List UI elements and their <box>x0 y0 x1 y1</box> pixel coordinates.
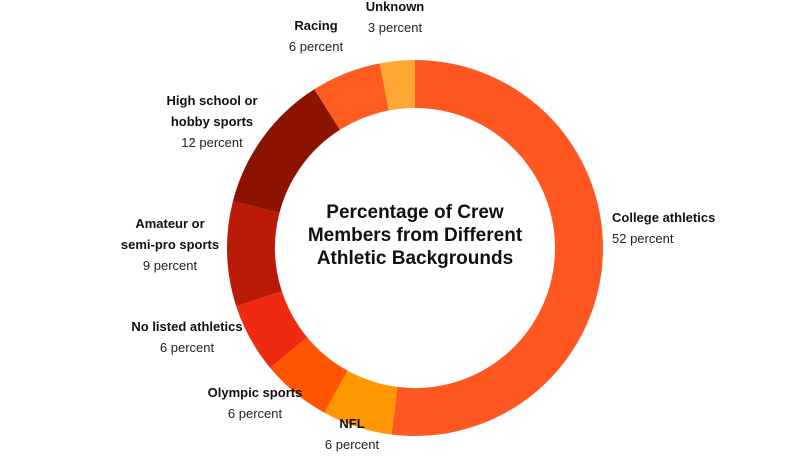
slice-labels: College athletics 52 percent NFL 6 percent O… <box>121 0 715 452</box>
slice-label-racing: Racing 6 percent <box>289 18 344 54</box>
slice-value-racing: 6 percent <box>289 39 344 54</box>
slice-label-amateur-or-semi-pro-sports: Amateur or semi-pro sports 9 percent <box>121 216 219 273</box>
donut-slices <box>227 60 603 436</box>
slice-label-unknown: Unknown 3 percent <box>366 0 425 35</box>
slice-value-no-listed-athletics: 6 percent <box>160 340 215 355</box>
slice-label-nfl: NFL 6 percent <box>325 416 380 452</box>
slice-value-unknown: 3 percent <box>368 20 423 35</box>
slice-label-college-athletics: College athletics 52 percent <box>612 210 715 246</box>
slice-unknown <box>379 60 415 111</box>
slice-no-listed-athletics <box>236 291 308 368</box>
chart-title: Percentage of Crew Members from Different… <box>308 202 523 269</box>
slice-olympic-sports <box>270 337 348 413</box>
slice-value-college-athletics: 52 percent <box>612 231 674 246</box>
slice-value-high-school-or-hobby-sports: 12 percent <box>181 135 243 150</box>
slice-racing <box>314 63 389 130</box>
slice-value-nfl: 6 percent <box>325 437 380 452</box>
slice-value-amateur-or-semi-pro-sports: 9 percent <box>143 258 198 273</box>
slice-label-olympic-sports: Olympic sports 6 percent <box>208 385 303 421</box>
slice-amateur-or-semi-pro-sports <box>227 201 282 307</box>
slice-college-athletics <box>391 60 603 436</box>
slice-label-high-school-or-hobby-sports: High school or hobby sports 12 percent <box>167 93 258 150</box>
slice-high-school-or-hobby-sports <box>232 89 340 214</box>
slice-value-olympic-sports: 6 percent <box>228 406 283 421</box>
slice-nfl <box>324 370 398 435</box>
slice-label-no-listed-athletics: No listed athletics 6 percent <box>131 319 242 355</box>
